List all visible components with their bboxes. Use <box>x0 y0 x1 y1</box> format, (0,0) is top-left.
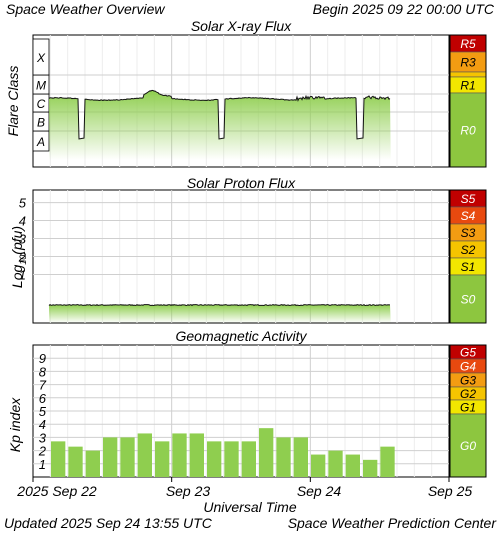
proton-scale-label-s1: S1 <box>461 260 476 274</box>
kp-scale-label-g3: G3 <box>460 374 476 388</box>
kp-bar <box>51 441 66 477</box>
kp-scale-border <box>449 344 487 478</box>
kp-bar <box>224 441 239 477</box>
kp-scale-label-g4: G4 <box>460 360 476 374</box>
flare-class-b: B <box>37 116 45 130</box>
proton-y-tick: 2 <box>18 250 27 265</box>
updated-time: Updated 2025 Sep 24 13:55 UTC <box>4 515 212 531</box>
kp-bar <box>137 433 152 477</box>
kp-bar <box>363 459 378 477</box>
kp-scale-label-g5: G5 <box>460 346 476 360</box>
kp-bar <box>276 437 291 477</box>
proton-fill <box>49 304 391 323</box>
flare-class-m: M <box>36 79 46 93</box>
kp-scale-label-g1: G1 <box>460 401 476 415</box>
x-axis-label: Universal Time <box>203 499 297 515</box>
proton-y-label-main: Log <box>9 265 25 289</box>
kp-bar <box>155 441 170 477</box>
x-tick-label: 2025 Sep 22 <box>16 483 97 499</box>
kp-y-tick: 7 <box>39 378 47 393</box>
kp-y-tick: 4 <box>39 417 46 432</box>
proton-y-label-sub: 10 <box>18 255 28 265</box>
xray-scale-border <box>449 34 487 168</box>
kp-y-tick: 2 <box>38 444 47 459</box>
proton-y-label-tail: (pfu) <box>9 226 25 255</box>
kp-y-tick: 9 <box>39 351 46 366</box>
proton-scale-label-s2: S2 <box>461 243 476 257</box>
kp-scale-label-g2: G2 <box>460 387 476 401</box>
kp-scale-label-g0: G0 <box>460 439 476 453</box>
kp-bar <box>328 450 343 477</box>
xray-fill <box>49 90 391 160</box>
proton-scale-border <box>449 189 487 324</box>
x-tick-label: Sep 25 <box>428 483 473 499</box>
kp-bar <box>207 441 222 477</box>
flare-class-a: A <box>36 135 45 149</box>
page-title: Space Weather Overview <box>6 1 165 17</box>
kp-bar <box>380 446 395 477</box>
proton-y-tick: 4 <box>19 214 26 229</box>
kp-y-tick: 1 <box>39 457 46 472</box>
proton-y-tick: 3 <box>19 232 27 247</box>
flare-class-x: X <box>36 51 46 65</box>
x-tick-label: Sep 24 <box>297 483 342 499</box>
kp-y-tick: 5 <box>39 404 47 419</box>
proton-scale-label-s3: S3 <box>461 226 476 240</box>
kp-y-tick: 6 <box>39 391 47 406</box>
flare-class-box-x <box>32 38 50 76</box>
xray-scale-label-r5: R5 <box>460 37 476 51</box>
flare-class-c: C <box>37 97 46 111</box>
xray-title: Solar X-ray Flux <box>191 18 292 34</box>
xray-scale-label-r3: R3 <box>460 56 476 70</box>
kp-bar <box>259 428 274 477</box>
proton-scale-label-s5: S5 <box>461 192 476 206</box>
proton-y-label: Log10(pfu) <box>9 226 28 288</box>
kp-bar <box>189 433 204 477</box>
proton-scale-label-s4: S4 <box>461 209 476 223</box>
xray-y-label: Flare Class <box>5 66 21 137</box>
xray-scale- <box>449 71 487 78</box>
proton-y-tick: 1 <box>19 267 26 282</box>
proton-title: Solar Proton Flux <box>187 175 296 191</box>
kp-bar <box>293 437 308 477</box>
kp-bar <box>241 441 256 477</box>
kp-bar <box>345 454 360 477</box>
kp-y-label: Kp index <box>7 397 23 452</box>
xray-flux-line <box>48 89 391 140</box>
kp-bar <box>172 433 187 477</box>
xray-scale-label-r0: R0 <box>460 124 476 138</box>
kp-bar <box>85 450 100 477</box>
kp-bar <box>68 446 83 477</box>
begin-time: Begin 2025 09 22 00:00 UTC <box>312 1 494 17</box>
kp-bar <box>120 437 135 477</box>
proton-y-tick: 5 <box>19 196 27 211</box>
kp-y-tick: 3 <box>39 430 47 445</box>
xray-scale-label-r1: R1 <box>460 79 475 93</box>
kp-bar <box>103 437 118 477</box>
kp-title: Geomagnetic Activity <box>176 328 308 344</box>
kp-y-tick: 8 <box>39 364 47 379</box>
proton-scale-label-s0: S0 <box>461 293 476 307</box>
kp-bar <box>311 454 326 477</box>
credit-text: Space Weather Prediction Center <box>287 515 496 531</box>
x-tick-label: Sep 23 <box>166 483 211 499</box>
proton-flux-line <box>48 303 391 307</box>
